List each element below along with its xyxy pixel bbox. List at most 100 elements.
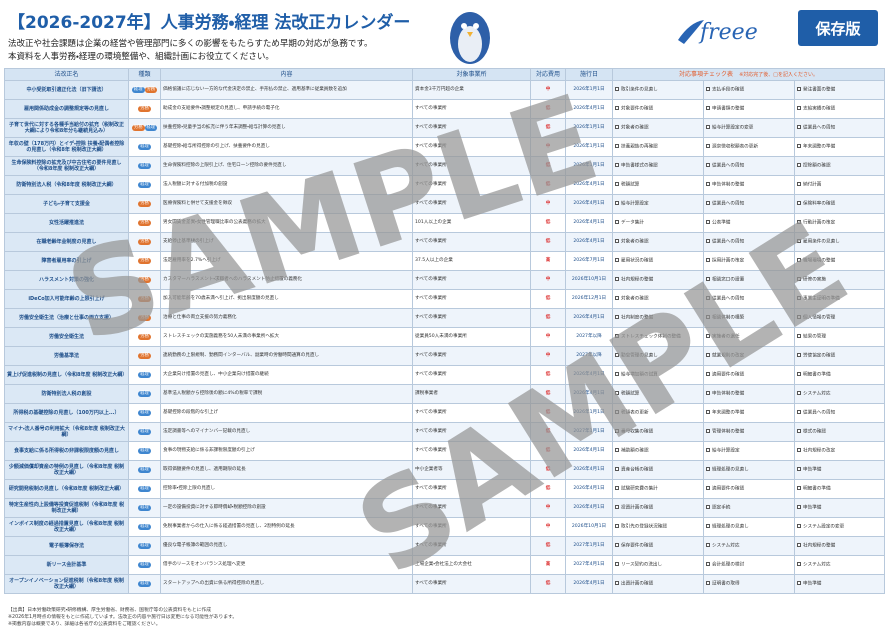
check-item: 申告準備 — [803, 505, 822, 511]
law-name: 賃上げ促進税制の見直し（令和8年度 税制改正大綱） — [4, 365, 129, 385]
checkbox — [706, 257, 710, 262]
tags-cell: 経理 — [128, 517, 161, 537]
check-item: 個人情報の管理 — [803, 315, 836, 321]
cost: 低 — [530, 118, 566, 138]
checkbox — [797, 561, 801, 566]
date: 2026年4月1日 — [565, 213, 613, 233]
tag: 経理 — [138, 144, 151, 150]
check-item: 社内制度の整備 — [621, 315, 654, 321]
law-name: オープンイノベーション促進税制（令和8年度 税制改正大綱） — [4, 574, 129, 594]
tag: 労務 — [138, 201, 151, 207]
tag: 経理 — [138, 182, 151, 188]
checkbox — [615, 409, 619, 414]
check-item: 行動計画の策定 — [803, 220, 836, 226]
law-name: 障害者雇用率の引上げ — [4, 251, 129, 271]
tag: 経理 — [138, 467, 151, 473]
check-cell: 申請書類の整備 — [703, 99, 795, 119]
target: すべての事業所 — [412, 441, 531, 461]
content: 法人税額に対する付加税の創設 — [160, 175, 413, 195]
checkbox — [706, 352, 710, 357]
check-item: 補助額の確認 — [621, 448, 649, 454]
date: 2026年4月1日 — [565, 194, 613, 214]
law-name: 所得税の基礎控除の見直し（100万円以上...） — [4, 403, 129, 423]
check-item: 結果の管理 — [803, 334, 826, 340]
checkbox — [706, 542, 710, 547]
check-item: 経理処理の見直し — [712, 524, 749, 530]
check-cell: 明細書の準備 — [793, 479, 886, 499]
check-cell: 経理処理の見直し — [703, 460, 795, 480]
checkbox — [615, 200, 619, 205]
content: 助成金の支給要件・調整規定の見直し、申請手続の電子化 — [160, 99, 413, 119]
tag: 労務 — [138, 334, 151, 340]
checkbox — [615, 86, 619, 91]
check-cell: 社内制度の整備 — [612, 308, 704, 328]
check-cell: 保険料率の確認 — [793, 194, 886, 214]
check-item: 取引先の登録状況確認 — [621, 524, 667, 530]
law-name: 労働安全衛生法 — [4, 327, 129, 347]
content: 基礎控除・給与所得控除の引上げ、扶養要件の見直し — [160, 137, 413, 157]
target: すべての事業所 — [412, 118, 531, 138]
check-item: 管理体制の整備 — [712, 429, 745, 435]
check-cell: 認定手続 — [703, 498, 795, 518]
check-item: 申告準備 — [803, 467, 822, 473]
checkbox — [706, 523, 710, 528]
cost: 中 — [530, 346, 566, 366]
table-row: 子ども・子育て支援金 労務 医療保険料と併せて支援金を徴収 すべての事業所中 2026年… — [4, 194, 886, 214]
check-cell: 対象者の確認 — [612, 289, 704, 309]
check-item: 控除額の確認 — [803, 163, 831, 169]
checkbox — [706, 143, 710, 148]
law-name: 雇用関係助成金の調整規定等の見直し — [4, 99, 129, 119]
cost: 中 — [530, 194, 566, 214]
tag: 労務 — [144, 87, 158, 93]
checkbox — [615, 390, 619, 395]
check-item: 申告準備 — [803, 581, 822, 587]
tag: 経理 — [138, 486, 151, 492]
check-item: 申告書様式の確認 — [621, 163, 658, 169]
check-cell: 申告書様式の確認 — [612, 156, 704, 176]
tag: 経理 — [138, 581, 151, 587]
law-name: 中小受託取引適正化法（旧下請法） — [4, 80, 129, 100]
checkbox — [706, 162, 710, 167]
tags-cell: 労務 — [128, 194, 161, 214]
law-name: 特定生産性向上設備等投資促進税制（令和8年度 税制改正大綱） — [4, 498, 129, 518]
date: 2027年以降 — [565, 327, 613, 347]
checkbox — [706, 390, 710, 395]
check-item: 年末調整の準備 — [803, 144, 836, 150]
target: すべての事業所 — [412, 498, 531, 518]
content: 男女間賃金差異・女性管理職比率の公表義務の拡大 — [160, 213, 413, 233]
check-cell: 申告体制の整備 — [703, 384, 795, 404]
checkbox — [797, 428, 801, 433]
check-cell: 申告準備 — [793, 460, 886, 480]
checkbox — [615, 466, 619, 471]
check-cell: 社内規程の改定 — [793, 441, 886, 461]
law-name: 新リース会計基準 — [4, 555, 129, 575]
check-item: 保険料率の確認 — [803, 201, 836, 207]
checkbox — [706, 580, 710, 585]
checkbox — [615, 523, 619, 528]
tag: 経理 — [138, 410, 151, 416]
check-item: システム対応 — [803, 562, 831, 568]
cost: 高 — [530, 555, 566, 575]
checkbox — [615, 504, 619, 509]
check-cell: 適用要件の確認 — [703, 479, 795, 499]
check-item: 給与増加額の試算 — [621, 372, 658, 378]
checkbox — [706, 333, 710, 338]
check-cell: 証明書の取得 — [703, 574, 795, 594]
cost: 低 — [530, 536, 566, 556]
checkbox — [615, 257, 619, 262]
checkbox — [797, 295, 801, 300]
column-header-note: ※対応完了後、□を記入ください。 — [739, 71, 818, 78]
cost: 低 — [530, 232, 566, 252]
check-cell: 支払手段の確認 — [703, 80, 795, 100]
cost: 低 — [530, 175, 566, 195]
check-cell: 税額試算 — [612, 175, 704, 195]
cost: 低 — [530, 213, 566, 233]
check-item: 対象者の確認 — [621, 296, 649, 302]
check-cell: 従業員への周知 — [793, 403, 886, 423]
check-item: 取引条件の見直し — [621, 87, 658, 93]
check-cell: 納付計画 — [793, 175, 886, 195]
check-cell: 就業規則の改定 — [703, 346, 795, 366]
tags-cell: 労務 — [128, 327, 161, 347]
tags-cell: 経理 — [128, 175, 161, 195]
content: 医療保険料と併せて支援金を徴収 — [160, 194, 413, 214]
